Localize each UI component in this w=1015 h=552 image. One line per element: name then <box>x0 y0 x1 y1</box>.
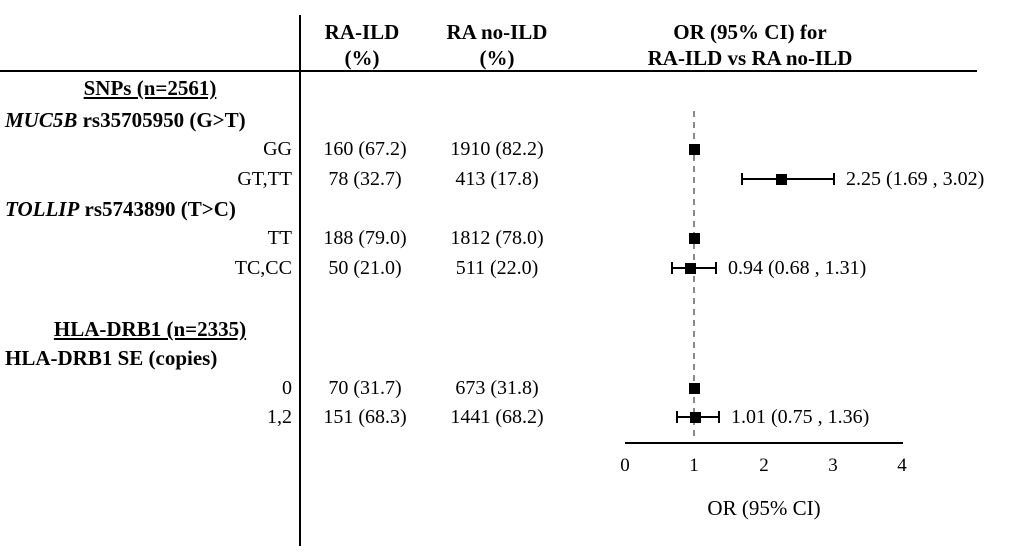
or-point-marker <box>685 263 696 274</box>
ci-cap-left <box>671 262 673 274</box>
genotype-label: GG <box>263 138 292 160</box>
ra-no-ild-count-cell: 1812 (78.0) <box>450 227 544 249</box>
ra-no-ild-count-cell: 673 (31.8) <box>455 377 539 399</box>
ra-ild-count-cell: 50 (21.0) <box>328 257 402 279</box>
ra-ild-count-cell: 78 (32.7) <box>328 168 402 190</box>
ci-cap-right <box>715 262 717 274</box>
gene-symbol: TOLLIP <box>5 197 80 221</box>
reference-line <box>693 111 695 441</box>
gene-symbol: MUC5B <box>5 108 78 132</box>
ci-line <box>742 178 834 180</box>
x-axis-tick-label: 4 <box>897 455 907 476</box>
ci-cap-right <box>718 411 720 423</box>
ci-cap-right <box>833 173 835 185</box>
ra-no-ild-count-cell: 511 (22.0) <box>455 257 539 279</box>
column-header-ra-ild: RA-ILD (%) <box>302 19 422 71</box>
x-axis-title: OR (95% CI) <box>707 496 821 520</box>
or-point-marker <box>689 383 700 394</box>
x-axis-line <box>625 442 903 444</box>
ra-ild-count-cell: 151 (68.3) <box>323 406 407 428</box>
or-point-marker <box>689 233 700 244</box>
gene-row: MUC5B rs35705950 (G>T) <box>5 108 246 132</box>
column-header-or-line2: RA-ILD vs RA no-ILD <box>647 46 853 70</box>
ra-no-ild-count-cell: 1910 (82.2) <box>450 138 544 160</box>
or-point-marker <box>690 412 701 423</box>
or-point-marker <box>776 174 787 185</box>
genotype-label: TT <box>267 227 292 249</box>
genotype-label: TC,CC <box>234 257 292 279</box>
column-header-or-line1: OR (95% CI) for <box>673 20 827 44</box>
or-ci-label: 1.01 (0.75 , 1.36) <box>731 406 870 428</box>
genotype-label: GT,TT <box>237 168 292 190</box>
section-row: SNPs (n=2561) <box>83 76 217 100</box>
ra-no-ild-count-cell: 1441 (68.2) <box>450 406 544 428</box>
ra-no-ild-count-cell: 413 (17.8) <box>455 168 539 190</box>
x-axis-tick-label: 3 <box>828 455 838 476</box>
column-header-ra-no-ild-line2: (%) <box>479 46 515 70</box>
or-ci-label: 2.25 (1.69 , 3.02) <box>846 168 985 190</box>
gene-row: TOLLIP rs5743890 (T>C) <box>5 197 236 221</box>
header-rule <box>0 70 977 72</box>
column-header-ra-no-ild: RA no-ILD (%) <box>437 19 557 71</box>
column-header-or: OR (95% CI) for RA-ILD vs RA no-ILD <box>600 19 900 71</box>
genotype-label: 0 <box>282 377 292 399</box>
section-row: HLA-DRB1 (n=2335) <box>53 317 247 341</box>
x-axis-tick-label: 2 <box>759 455 769 476</box>
column-divider-line <box>299 15 301 546</box>
ra-ild-count-cell: 188 (79.0) <box>323 227 407 249</box>
x-axis-tick-label: 0 <box>620 455 630 476</box>
column-header-ra-ild-line1: RA-ILD <box>324 20 400 44</box>
ci-cap-left <box>741 173 743 185</box>
or-point-marker <box>689 144 700 155</box>
x-axis-tick-label: 1 <box>689 455 699 476</box>
or-ci-label: 0.94 (0.68 , 1.31) <box>728 257 867 279</box>
ra-ild-count-cell: 160 (67.2) <box>323 138 407 160</box>
column-header-ra-ild-line2: (%) <box>344 46 380 70</box>
gene-row: HLA-DRB1 SE (copies) <box>5 346 218 370</box>
genotype-label: 1,2 <box>267 406 292 428</box>
ci-cap-left <box>676 411 678 423</box>
column-header-ra-no-ild-line1: RA no-ILD <box>446 20 548 44</box>
ra-ild-count-cell: 70 (31.7) <box>328 377 402 399</box>
